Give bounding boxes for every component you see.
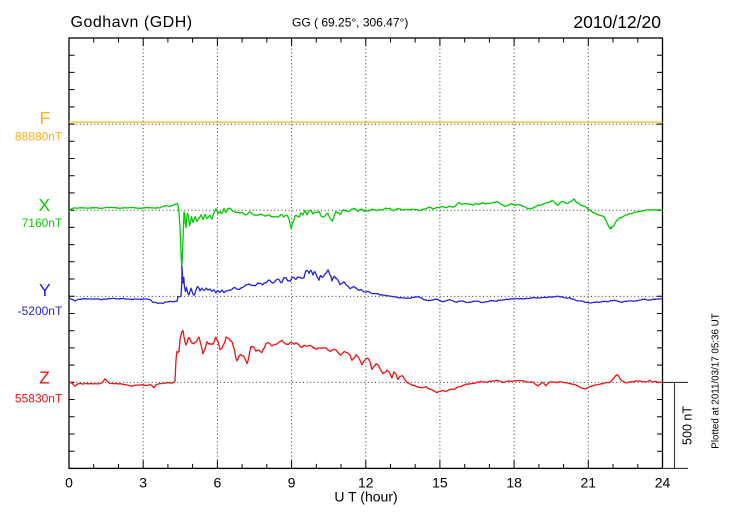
svg-text:18: 18 [506,475,522,491]
svg-text:U T (hour): U T (hour) [334,489,397,505]
svg-text:0: 0 [65,475,73,491]
svg-text:GG ( 69.25°, 306.47°): GG ( 69.25°, 306.47°) [292,16,408,30]
svg-text:6: 6 [213,475,221,491]
svg-text:88880nT: 88880nT [15,130,63,144]
svg-text:Plotted at 2011/03/17 05:36 UT: Plotted at 2011/03/17 05:36 UT [711,313,722,448]
svg-text:21: 21 [581,475,597,491]
svg-text:2010/12/20: 2010/12/20 [573,12,661,32]
svg-text:9: 9 [288,475,296,491]
svg-text:12: 12 [358,475,374,491]
svg-text:F: F [40,108,51,128]
svg-text:24: 24 [655,475,671,491]
svg-text:55830nT: 55830nT [15,392,63,406]
svg-text:Z: Z [39,368,50,388]
svg-text:Y: Y [39,280,51,300]
svg-text:500 nT: 500 nT [681,406,695,445]
svg-text:Godhavn (GDH): Godhavn (GDH) [71,14,193,31]
svg-text:X: X [39,195,51,215]
svg-text:15: 15 [432,475,448,491]
svg-text:3: 3 [139,475,147,491]
svg-text:-5200nT: -5200nT [18,304,63,318]
svg-text:7160nT: 7160nT [22,216,63,230]
